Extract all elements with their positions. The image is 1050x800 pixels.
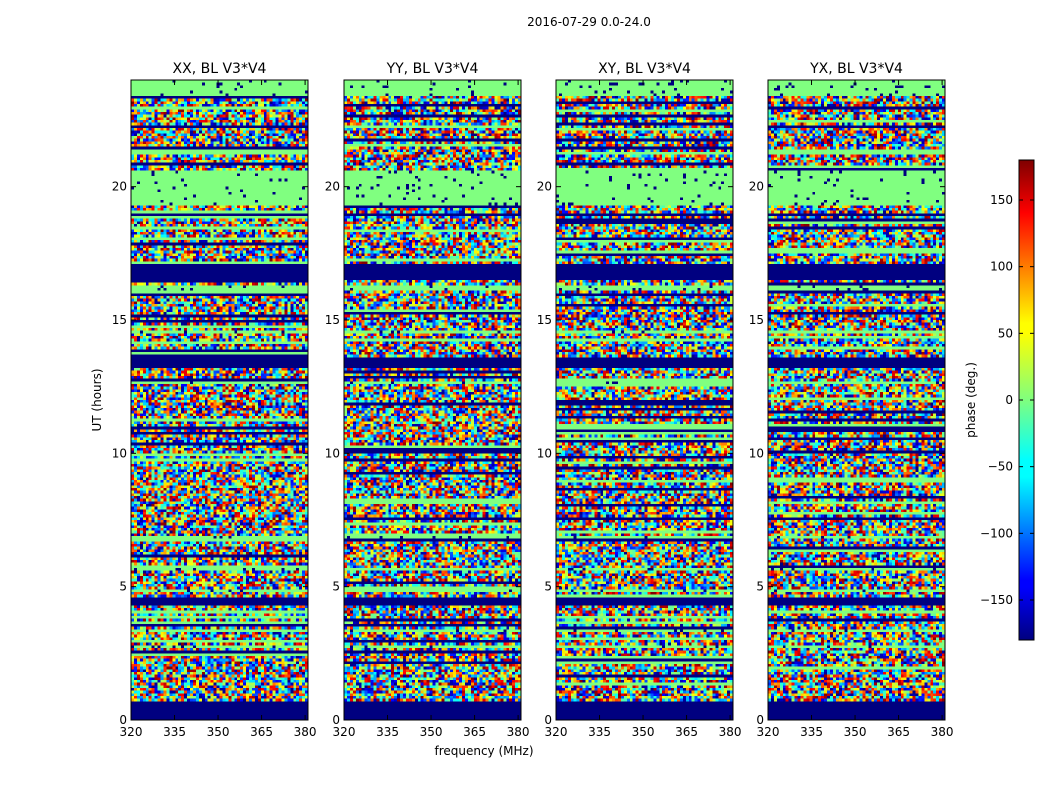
- colorbar-tick-label-5: −100: [980, 526, 1013, 540]
- panel-1-heatmap: [344, 80, 521, 720]
- panel-3-frame: [767, 79, 946, 721]
- panel-0-ytick-label-0: 0: [119, 713, 127, 727]
- colorbar-ticks: 150 100 50 0 −50 −100 −150: [980, 193, 1034, 607]
- panel-0-heatmap: [131, 80, 308, 720]
- colorbar-tick-label-0: 150: [990, 193, 1013, 207]
- panel-0-ytick-label-20: 20: [112, 180, 127, 194]
- panel-1-ytick-label-20: 20: [325, 180, 340, 194]
- colorbar: 150 100 50 0 −50 −100 −150 phase (deg.): [964, 159, 1035, 641]
- panel-2-ytick-label-15: 15: [537, 313, 552, 327]
- panel-0-ytick-label-15: 15: [112, 313, 127, 327]
- panel-1-xtick-label-380: 380: [507, 725, 530, 739]
- panel-2-ytick-label-20: 20: [537, 180, 552, 194]
- panel-2-xtick-label-320: 320: [545, 725, 568, 739]
- panel-2-xtick-label-365: 365: [675, 725, 698, 739]
- panel-3-ytick-label-5: 5: [756, 580, 764, 594]
- panel-3-ytick-label-10: 10: [749, 446, 764, 460]
- colorbar-tick-label-6: −150: [980, 593, 1013, 607]
- panel-1: YY, BL V3*V4 320 335 350 365 380 0 5 10 15 20: [325, 61, 530, 739]
- panel-1-xtick-label-350: 350: [420, 725, 443, 739]
- panel-2-xtick-label-380: 380: [719, 725, 742, 739]
- panel-1-title: YY, BL V3*V4: [386, 61, 479, 77]
- panel-1-xtick-label-320: 320: [333, 725, 356, 739]
- panel-0-xtick-label-350: 350: [207, 725, 230, 739]
- panel-3-xtick-label-350: 350: [844, 725, 867, 739]
- colorbar-tick-label-3: 0: [1005, 393, 1013, 407]
- panel-3-heatmap: [768, 80, 945, 720]
- panel-3: YX, BL V3*V4 320 335 350 365 380 0 5 10 15 20: [749, 61, 954, 739]
- panel-1-xtick-label-365: 365: [463, 725, 486, 739]
- panel-0-xtick-label-335: 335: [163, 725, 186, 739]
- panel-2-frame: [555, 79, 734, 721]
- panel-0-xtick-label-320: 320: [120, 725, 143, 739]
- panel-3-ytick-label-0: 0: [756, 713, 764, 727]
- colorbar-tick-label-1: 100: [990, 260, 1013, 274]
- panel-2-ytick-label-10: 10: [537, 446, 552, 460]
- panel-1-ytick-label-0: 0: [332, 713, 340, 727]
- panel-1-xtick-label-335: 335: [376, 725, 399, 739]
- panel-1-frame: [343, 79, 522, 721]
- colorbar-tick-label-4: −50: [988, 460, 1013, 474]
- panel-0-frame: [130, 79, 309, 721]
- panel-0-title: XX, BL V3*V4: [173, 61, 267, 77]
- panel-0-xtick-label-365: 365: [250, 725, 273, 739]
- panel-2-ytick-label-0: 0: [544, 713, 552, 727]
- colorbar-label: phase (deg.): [964, 362, 978, 438]
- panel-0: XX, BL V3*V4 320 335 350 365 380 0 5 10 15 20: [112, 61, 317, 739]
- colorbar-tick-label-2: 50: [998, 326, 1013, 340]
- panel-0-ytick-label-5: 5: [119, 580, 127, 594]
- panel-2-heatmap: [556, 80, 733, 720]
- panel-3-ytick-label-20: 20: [749, 180, 764, 194]
- panel-3-xtick-label-365: 365: [887, 725, 910, 739]
- x-axis-label: frequency (MHz): [434, 744, 533, 758]
- y-axis-label: UT (hours): [90, 368, 104, 431]
- panel-1-ytick-label-5: 5: [332, 580, 340, 594]
- panel-0-ytick-label-10: 10: [112, 446, 127, 460]
- figure-suptitle: 2016-07-29 0.0-24.0: [527, 15, 651, 29]
- panel-3-ytick-label-15: 15: [749, 313, 764, 327]
- panel-1-ytick-label-10: 10: [325, 446, 340, 460]
- panel-2-xtick-label-350: 350: [632, 725, 655, 739]
- panel-3-xtick-label-335: 335: [800, 725, 823, 739]
- panel-0-xtick-label-380: 380: [294, 725, 317, 739]
- panel-2-xtick-label-335: 335: [588, 725, 611, 739]
- panel-2-title: XY, BL V3*V4: [598, 61, 691, 77]
- panel-2-ytick-label-5: 5: [544, 580, 552, 594]
- panel-1-ytick-label-15: 15: [325, 313, 340, 327]
- panel-3-xtick-label-320: 320: [757, 725, 780, 739]
- panel-3-xtick-label-380: 380: [931, 725, 954, 739]
- panel-3-title: YX, BL V3*V4: [809, 61, 903, 77]
- panel-2: XY, BL V3*V4 320 335 350 365 380 0 5 10 15 20: [537, 61, 742, 739]
